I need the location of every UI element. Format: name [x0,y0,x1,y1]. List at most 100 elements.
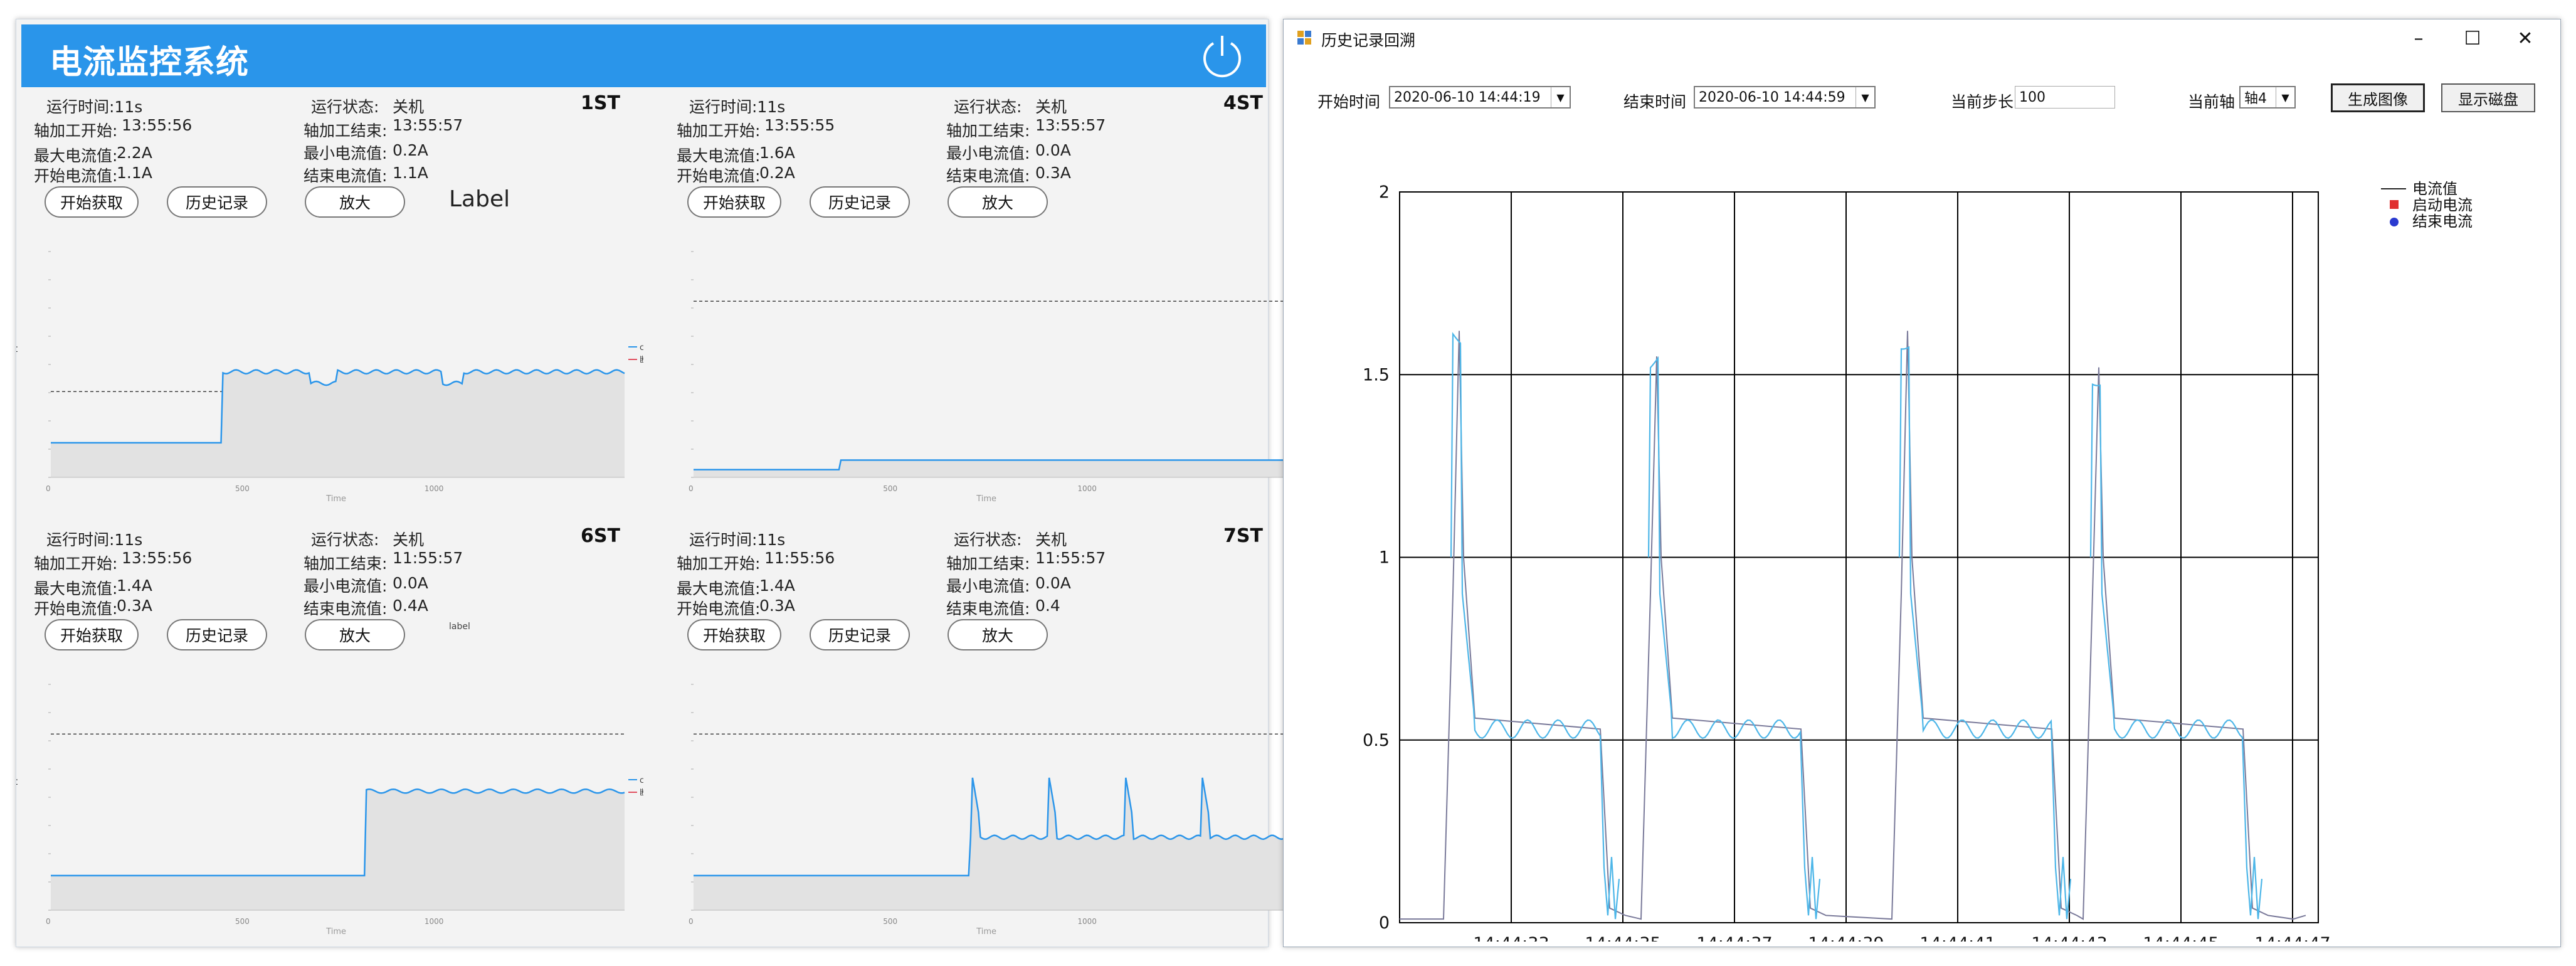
power-icon[interactable] [1198,32,1246,80]
x-tick-label: 500 [883,484,897,493]
history-button[interactable]: 历史记录 [167,186,267,218]
finish-label: 结束电流值: [304,600,388,618]
x-axis-label: Time [325,494,346,504]
x-tick-label: 500 [235,484,250,493]
axis-select[interactable]: 轴4 ▼ [2239,86,2296,109]
app-title: 电流监控系统 [50,44,250,82]
finish-value: 0.3A [1035,164,1071,182]
start-time-select[interactable]: 2020-06-10 14:44:19 ▼ [1389,86,1571,109]
history-button[interactable]: 历史记录 [167,619,267,650]
min-value: 0.0A [393,574,428,592]
end-label: 轴加工结束: [304,555,388,573]
station-panel-6st: 运行时间:11s 运行状态: 关机 6ST 轴加工开始: 13:55:56 轴加工结束: 11… [16,521,643,948]
y-axis-label: current断刀 [16,776,18,800]
station-id: 1ST [581,92,620,114]
x-axis-label: Time [325,927,346,937]
min-label: 最小电流值: [946,144,1030,162]
state-label: 运行状态: [954,98,1022,116]
minimize-icon[interactable]: – [2414,27,2424,50]
x-tick-label: 0 [46,484,51,493]
x-tick-label: 14:44:33 [1473,934,1549,942]
end-label: 轴加工结束: [946,122,1030,140]
min-label: 最小电流值: [304,577,388,595]
history-window: 历史记录回溯 – ☐ ✕ 开始时间 2020-06-10 14:44:19 ▼ 结… [1283,19,2561,947]
x-tick-label: 14:44:37 [1696,934,1772,942]
begin-label: 开始电流值: [34,167,118,185]
max-value: 2.2A [117,144,152,162]
step-label: 当前步长 [1951,93,2014,111]
close-icon[interactable]: ✕ [2517,27,2533,50]
min-value: 0.2A [393,141,428,159]
start-fetch-button[interactable]: 开始获取 [45,619,139,650]
start-fetch-button[interactable]: 开始获取 [45,186,139,218]
axis-label: 当前轴 [2188,93,2236,111]
end-time-select[interactable]: 2020-06-10 14:44:59 ▼ [1694,86,1876,109]
chevron-down-icon: ▼ [1855,87,1874,107]
history-button[interactable]: 历史记录 [810,186,910,218]
axis-value: 轴4 [2244,91,2267,107]
min-label: 最小电流值: [946,577,1030,595]
legend-cut: 断刀 [640,788,643,798]
max-value: 1.4A [117,576,152,595]
end-value: 11:55:57 [393,549,463,567]
max-label: 最大电流值: [34,147,118,165]
end-label: 轴加工结束: [304,122,388,140]
y-axis-label: current断刀 [16,343,18,367]
current-chart: 05001000Timecurrent断刀current断刀 [16,251,643,504]
start-time-value: 2020-06-10 14:44:19 [1394,89,1541,105]
finish-label: 结束电流值: [946,600,1030,618]
zoom-button[interactable]: 放大 [305,186,405,218]
start-value: 13:55:56 [122,116,193,134]
step-input[interactable]: 100 [2015,86,2115,109]
max-value: 1.6A [759,144,795,162]
legend-cut: 断刀 [640,356,643,365]
series-current-line [1450,332,2263,920]
zoom-button[interactable]: 放大 [948,619,1048,650]
monitor-window: 电流监控系统 运行时间:11s 运行状态: 关机 1ST 轴加工开始: 13:55:56 轴… [16,19,1284,948]
max-label: 最大电流值: [34,580,118,598]
zoom-button[interactable]: 放大 [948,186,1048,218]
state-value: 关机 [1035,98,1067,116]
begin-label: 开始电流值: [677,600,761,618]
legend-current: current [640,776,643,785]
begin-value: 0.3A [117,597,152,615]
min-value: 0.0A [1035,141,1071,159]
y-tick-label: 1.5 [1363,365,1390,385]
maximize-icon[interactable]: ☐ [2464,27,2481,50]
station-panel-1st: 运行时间:11s 运行状态: 关机 1ST 轴加工开始: 13:55:56 轴加工结束: 13… [16,88,643,515]
state-value: 关机 [393,98,425,116]
min-label: 最小电流值: [304,144,388,162]
begin-label: 开始电流值: [34,600,118,618]
x-axis-label: Time [976,494,996,504]
current-line [694,459,1283,471]
runtime-text: 运行时间:11s [689,531,786,549]
x-tick-label: 1000 [425,484,444,493]
zoom-button[interactable]: 放大 [305,619,405,650]
generate-button[interactable]: 生成图像 [2331,83,2425,112]
current-chart: 0 500 1000 Time [689,684,1284,937]
station-id: 7ST [1223,525,1263,547]
end-value: 11:55:57 [1035,549,1106,567]
max-label: 最大电流值: [677,147,761,165]
current-line [51,369,625,444]
start-time-label: 开始时间 [1317,93,1381,111]
max-label: 最大电流值: [677,580,761,598]
x-tick-label: 0 [46,917,51,926]
current-area [694,777,1283,910]
x-tick-label: 0 [689,484,694,493]
start-fetch-button[interactable]: 开始获取 [687,186,781,218]
begin-value: 0.2A [759,164,795,182]
x-tick-label: 500 [235,917,250,926]
start-fetch-button[interactable]: 开始获取 [687,619,781,650]
current-area [694,460,1283,477]
finish-value: 0.4 [1035,597,1060,615]
state-value: 关机 [393,531,425,549]
start-value: 11:55:56 [764,549,835,567]
history-button[interactable]: 历史记录 [810,619,910,650]
show-disk-button[interactable]: 显示磁盘 [2441,83,2535,112]
extra-label: label [449,622,470,632]
x-axis-label: Time [976,927,996,937]
end-label: 轴加工结束: [946,555,1030,573]
min-value: 0.0A [1035,574,1071,592]
y-tick-label: 2 [1379,183,1390,202]
